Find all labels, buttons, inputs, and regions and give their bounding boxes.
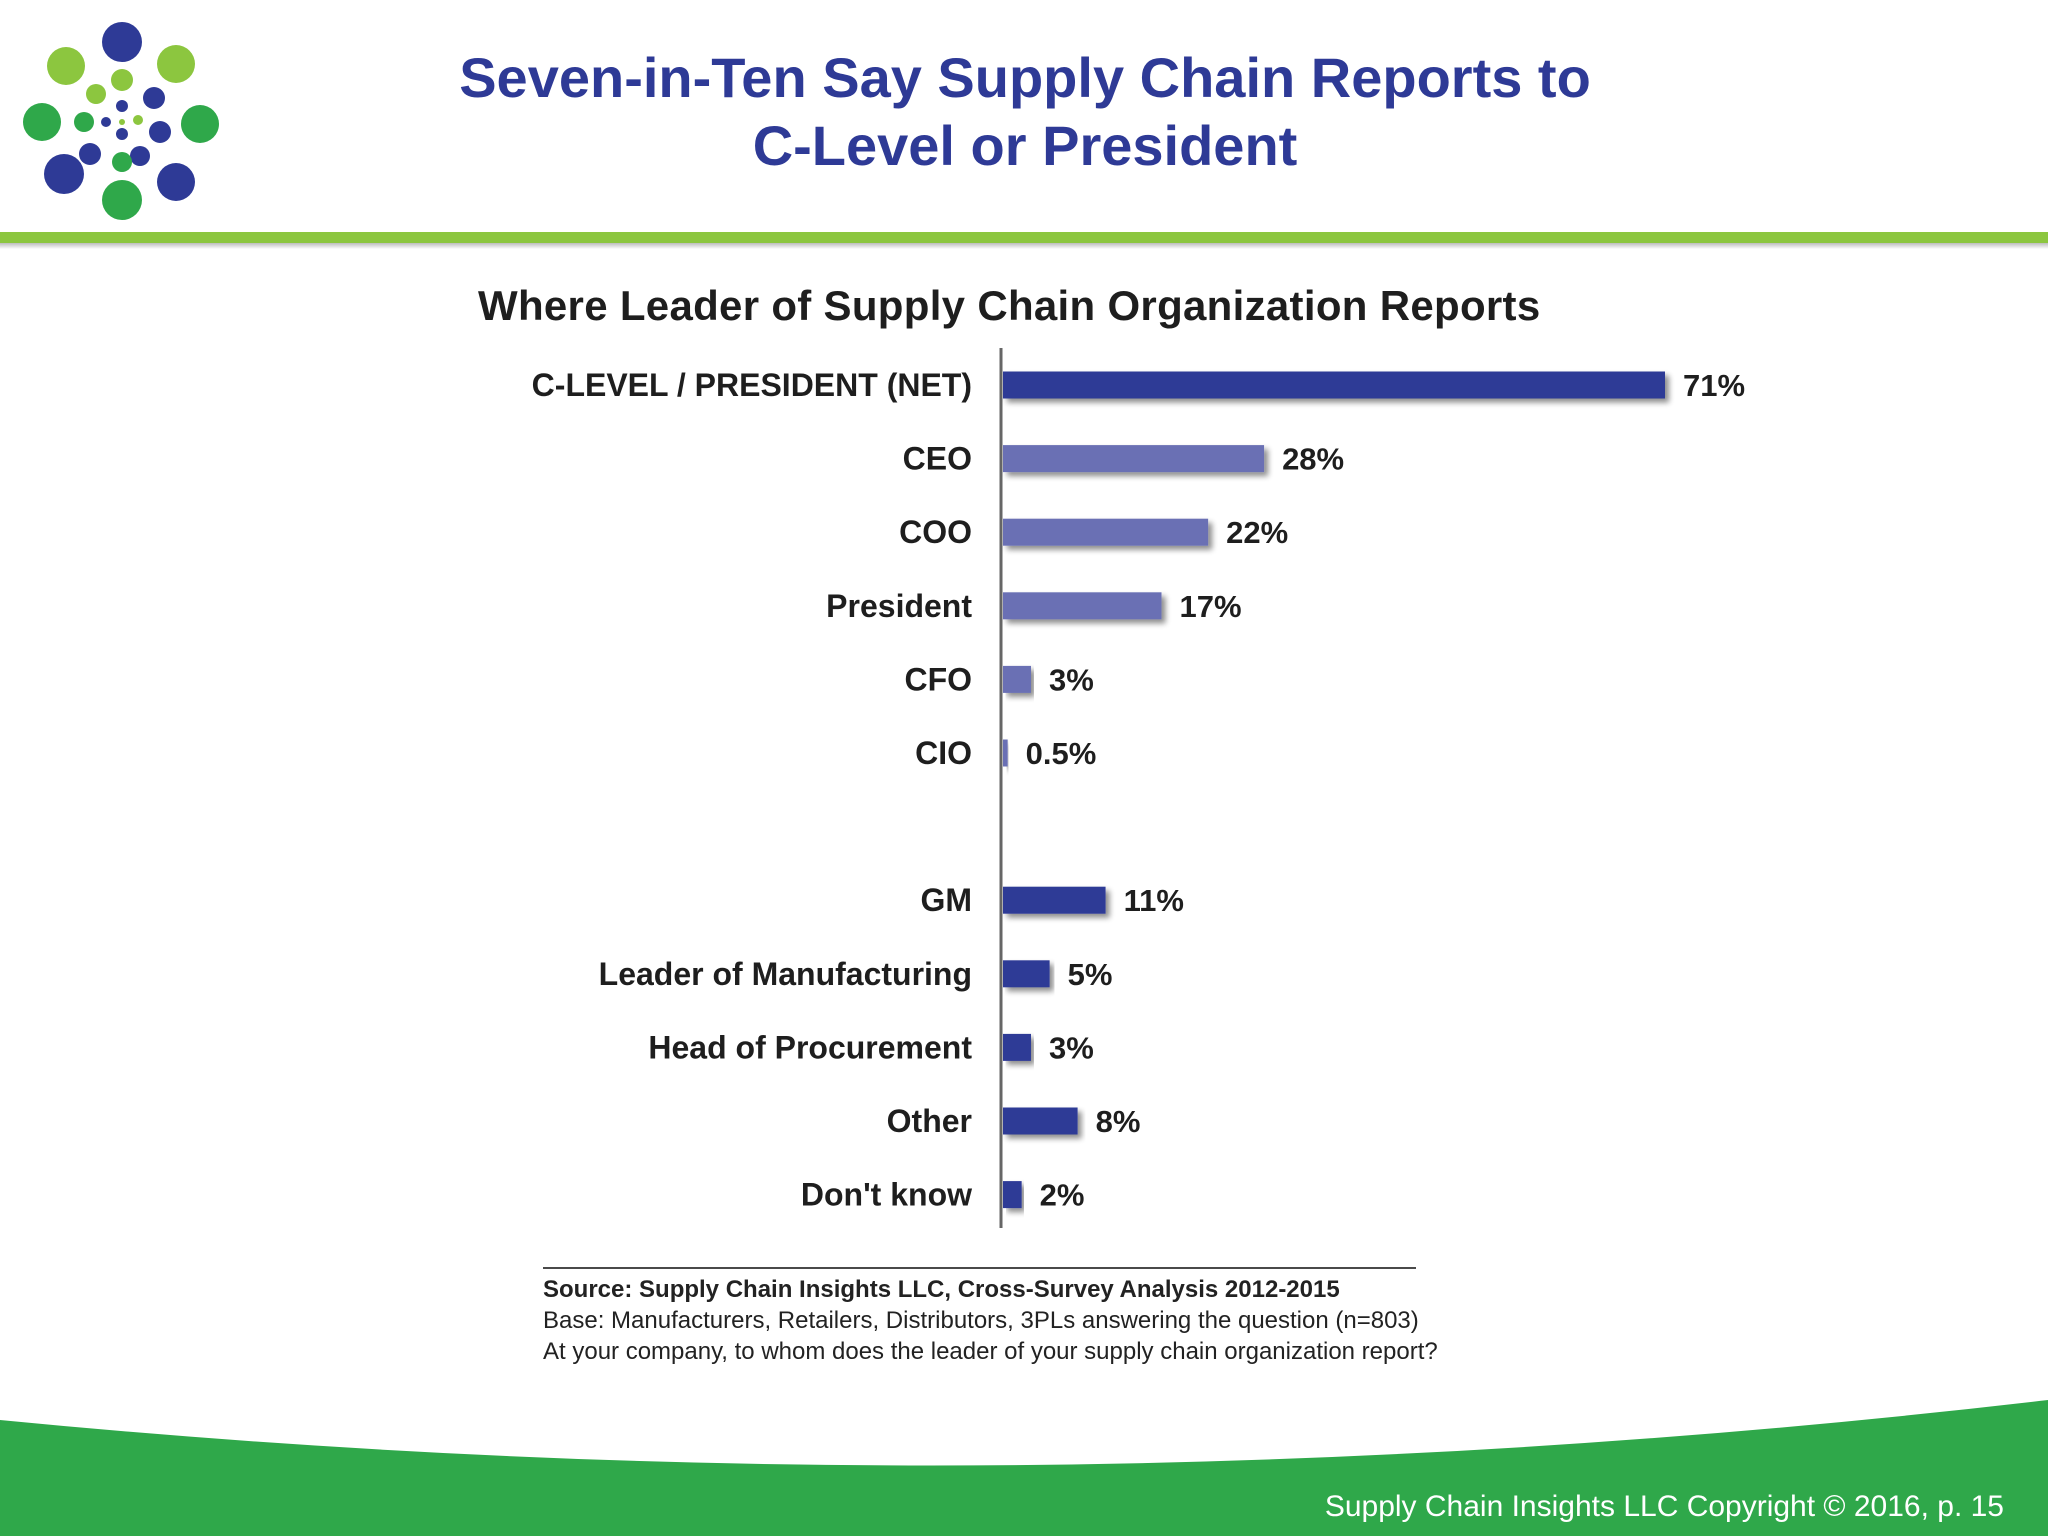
category-label: CIO <box>915 735 972 771</box>
value-label: 28% <box>1282 442 1344 477</box>
footer-band <box>0 1400 2048 1536</box>
category-label: CEO <box>903 441 972 477</box>
footer-copyright: Supply Chain Insights LLC Copyright © 20… <box>1324 1490 2004 1523</box>
source-notes: Source: Supply Chain Insights LLC, Cross… <box>543 1274 1438 1367</box>
bar <box>1003 445 1265 473</box>
bar <box>1003 371 1665 399</box>
value-label: 17% <box>1180 589 1242 624</box>
category-label: President <box>826 588 972 624</box>
value-label: 3% <box>1049 662 1094 697</box>
bar <box>1003 665 1031 693</box>
bar <box>1003 739 1008 767</box>
source-divider <box>543 1267 1416 1269</box>
value-label: 2% <box>1040 1178 1085 1213</box>
source-line: Source: Supply Chain Insights LLC, Cross… <box>543 1276 1340 1303</box>
company-logo <box>23 22 219 220</box>
green-header-rule <box>0 232 2048 243</box>
base-line: Base: Manufacturers, Retailers, Distribu… <box>543 1307 1419 1334</box>
chart-title: Where Leader of Supply Chain Organizatio… <box>478 282 1541 329</box>
bar <box>1003 1033 1031 1061</box>
bar <box>1003 1107 1078 1135</box>
question-line: At your company, to whom does the leader… <box>543 1338 1438 1365</box>
slide-title-line2: C-Level or President <box>752 114 1298 177</box>
value-label: 11% <box>1124 883 1184 918</box>
header-rule-shadow <box>0 243 2048 249</box>
value-label: 0.5% <box>1026 736 1097 771</box>
slide-title-line1: Seven-in-Ten Say Supply Chain Reports to <box>459 46 1591 109</box>
bar <box>1003 1181 1022 1209</box>
category-label: Don't know <box>801 1177 972 1213</box>
bar <box>1003 886 1106 914</box>
category-label: GM <box>920 882 972 918</box>
value-label: 8% <box>1096 1104 1141 1139</box>
category-label: Other <box>887 1103 972 1139</box>
category-label: COO <box>899 514 972 550</box>
value-label: 22% <box>1226 515 1288 550</box>
category-label: CFO <box>904 661 972 697</box>
category-label: Leader of Manufacturing <box>599 956 972 992</box>
slide-title: Seven-in-Ten Say Supply Chain Reports to… <box>300 44 1750 180</box>
value-label: 3% <box>1049 1030 1094 1065</box>
bars-layer: C-LEVEL / PRESIDENT (NET) 71% CEO 28% COO 22%… <box>532 367 1745 1213</box>
bar <box>1003 518 1209 546</box>
bar <box>1003 960 1050 988</box>
value-label: 5% <box>1068 957 1113 992</box>
bar <box>1003 592 1162 620</box>
category-label: Head of Procurement <box>648 1029 972 1065</box>
value-label: 71% <box>1683 368 1745 403</box>
category-label: C-LEVEL / PRESIDENT (NET) <box>532 367 972 403</box>
